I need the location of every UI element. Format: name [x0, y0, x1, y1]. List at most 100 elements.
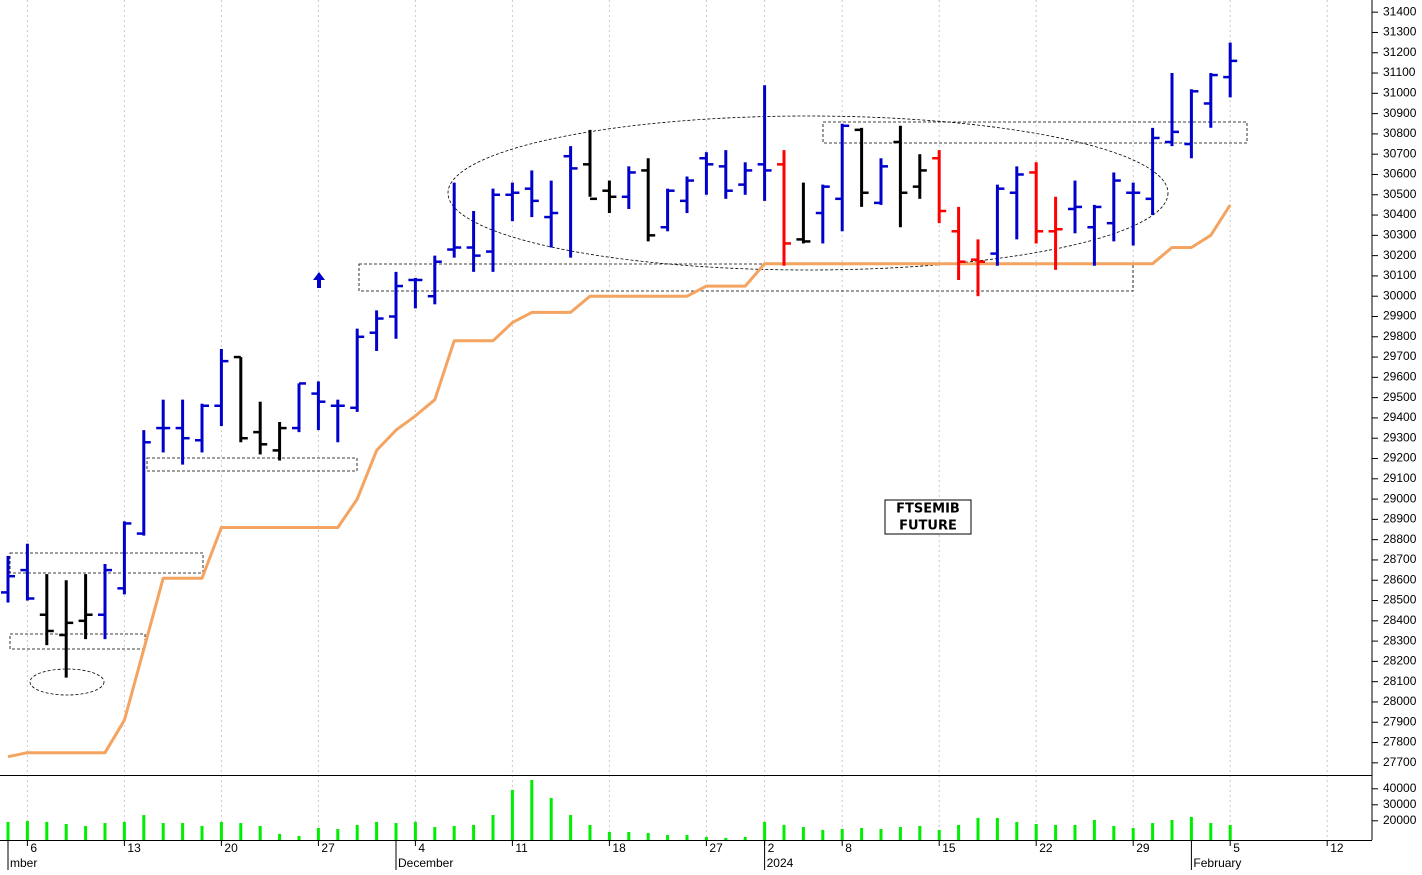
annotation-text: FTSEMIB [896, 502, 960, 517]
volume-bar [142, 815, 146, 840]
y-tick-label: 28200 [1383, 654, 1417, 668]
y-tick-label: 31300 [1383, 25, 1417, 39]
annotation-box: FTSEMIB FUTURE [884, 499, 972, 535]
volume-bar [122, 821, 126, 840]
x-tick-label: 29 [1136, 841, 1150, 855]
x-tick-label: 12 [1330, 841, 1344, 855]
x-month-label: 2024 [767, 856, 794, 870]
up-arrow [313, 272, 325, 288]
x-tick-label: 11 [515, 841, 528, 855]
volume-bar [724, 837, 728, 840]
y-tick-label: 27700 [1383, 755, 1417, 769]
x-tick-label: 20 [224, 841, 238, 855]
annotation-frame [884, 499, 972, 535]
y-tick-label: 30400 [1383, 207, 1417, 221]
volume-bar [219, 821, 223, 840]
x-tick-label: 2 [768, 841, 775, 855]
volume-bar [607, 832, 611, 840]
volume-bar [413, 821, 417, 840]
volume-bar [355, 824, 359, 840]
volume-bar [1015, 821, 1019, 840]
y-tick-label: 29700 [1383, 349, 1417, 363]
volume-bar [452, 825, 456, 840]
dashed-box [146, 457, 358, 472]
volume-bar [84, 825, 88, 840]
dashed-ellipse [447, 115, 1169, 271]
volume-bar [704, 836, 708, 840]
x-tick-label: 22 [1039, 841, 1053, 855]
volume-bar [937, 829, 941, 840]
x-tick-label: 27 [321, 841, 335, 855]
volume-bar [995, 817, 999, 840]
x-tick-label: 4 [418, 841, 425, 855]
volume-bar [1209, 823, 1213, 840]
x-tick-label: 8 [845, 841, 852, 855]
volume-bar [1170, 820, 1174, 840]
dashed-box [358, 263, 1134, 292]
x-tick-label: 15 [942, 841, 956, 855]
volume-bar [336, 828, 340, 840]
dashed-box [822, 121, 1248, 144]
y-tick-label: 31400 [1383, 4, 1417, 18]
volume-bar [239, 823, 243, 840]
trailing-line [7, 204, 1232, 759]
volume-bar [45, 821, 49, 840]
volume-bar [433, 827, 437, 840]
y-tick-label: 30900 [1383, 106, 1417, 120]
y-tick-label: 30200 [1383, 248, 1417, 262]
annotation-text: FUTURE [899, 519, 957, 534]
volume-bar [782, 824, 786, 840]
y-tick-label: 20000 [1383, 813, 1417, 827]
volume-bar [1034, 824, 1038, 840]
volume-bar [25, 820, 29, 840]
y-tick-label: 28800 [1383, 532, 1417, 546]
volume-bar [472, 824, 476, 840]
y-tick-label: 29500 [1383, 390, 1417, 404]
volume-bar [64, 824, 68, 840]
volume-bar [297, 836, 301, 840]
y-tick-label: 31200 [1383, 45, 1417, 59]
volume-bar [1073, 824, 1077, 840]
y-tick-label: 29200 [1383, 451, 1417, 465]
chart-frame [0, 0, 1373, 841]
volume-bar [898, 827, 902, 840]
volume-bar [181, 823, 185, 840]
x-tick-label: 5 [1233, 841, 1240, 855]
y-tick-label: 27800 [1383, 735, 1417, 749]
volume-bar [821, 829, 825, 840]
y-tick-label: 28700 [1383, 552, 1417, 566]
y-tick-label: 30700 [1383, 146, 1417, 160]
volume-bar [1151, 823, 1155, 840]
volume-bar [588, 824, 592, 840]
y-tick-label: 30100 [1383, 268, 1417, 282]
y-tick-label: 30600 [1383, 167, 1417, 181]
volume-bar [103, 823, 107, 840]
y-tick-label: 30800 [1383, 126, 1417, 140]
volume-bar [161, 823, 165, 840]
volume-bar [840, 828, 844, 840]
volume-bar [258, 825, 262, 840]
volume-bar [918, 825, 922, 840]
volume-bar [1054, 824, 1058, 840]
volume-bar [627, 832, 631, 840]
y-tick-label: 40000 [1383, 781, 1417, 795]
y-tick-label: 29100 [1383, 471, 1417, 485]
volume-bar [375, 821, 379, 840]
drawing-tools [9, 115, 1248, 696]
volume-bar [763, 821, 767, 840]
y-tick-label: 28500 [1383, 593, 1417, 607]
volume-bar [1228, 824, 1232, 840]
volume-bar [957, 824, 961, 840]
y-tick-label: 30000 [1383, 288, 1417, 302]
y-tick-label: 31000 [1383, 85, 1417, 99]
volume-bar [6, 821, 10, 840]
y-tick-label: 28000 [1383, 694, 1417, 708]
y-tick-label: 28100 [1383, 674, 1417, 688]
y-tick-label: 29300 [1383, 430, 1417, 444]
volume-bar [278, 833, 282, 840]
volume-bar [491, 815, 495, 840]
dashed-box [9, 552, 204, 574]
y-tick-label: 29900 [1383, 309, 1417, 323]
y-tick-label: 29000 [1383, 491, 1417, 505]
